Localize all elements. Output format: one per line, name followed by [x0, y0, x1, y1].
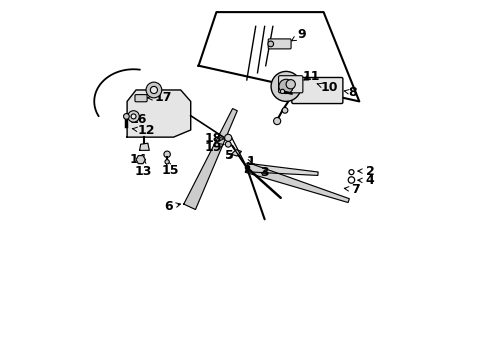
Circle shape — [280, 89, 285, 94]
Polygon shape — [127, 90, 191, 137]
Text: 10: 10 — [317, 81, 338, 94]
Circle shape — [146, 82, 162, 98]
Circle shape — [349, 170, 354, 175]
Text: 14: 14 — [129, 153, 147, 166]
Polygon shape — [136, 156, 146, 164]
Circle shape — [282, 108, 288, 113]
Polygon shape — [140, 143, 149, 150]
Text: 8: 8 — [344, 86, 357, 99]
Circle shape — [225, 141, 231, 147]
Text: 9: 9 — [292, 28, 306, 41]
Text: 13: 13 — [134, 159, 152, 177]
FancyBboxPatch shape — [135, 95, 147, 102]
Polygon shape — [231, 150, 242, 156]
Circle shape — [164, 151, 171, 157]
Text: 16: 16 — [129, 113, 147, 126]
Text: 18: 18 — [204, 132, 224, 145]
Text: 11: 11 — [302, 70, 320, 83]
Circle shape — [128, 111, 139, 122]
Circle shape — [286, 80, 295, 89]
Circle shape — [131, 114, 136, 119]
Text: 1: 1 — [246, 154, 255, 167]
Circle shape — [165, 159, 169, 164]
Circle shape — [279, 79, 293, 94]
Text: 19: 19 — [204, 141, 224, 154]
Text: 17: 17 — [148, 91, 171, 104]
Text: 3: 3 — [260, 166, 269, 179]
Circle shape — [123, 113, 129, 119]
Circle shape — [348, 177, 355, 183]
Text: 5: 5 — [224, 149, 233, 162]
Text: 15: 15 — [161, 160, 179, 177]
Polygon shape — [184, 109, 237, 210]
FancyBboxPatch shape — [292, 77, 343, 104]
Text: 12: 12 — [132, 124, 155, 137]
Text: 2: 2 — [358, 165, 374, 177]
Polygon shape — [245, 163, 349, 203]
FancyBboxPatch shape — [279, 76, 303, 93]
Text: 4: 4 — [358, 174, 374, 187]
Circle shape — [268, 41, 273, 47]
Circle shape — [224, 134, 232, 141]
Circle shape — [273, 117, 281, 125]
Circle shape — [150, 86, 157, 94]
FancyBboxPatch shape — [268, 39, 291, 49]
Text: 7: 7 — [344, 183, 360, 196]
Circle shape — [271, 71, 301, 102]
Polygon shape — [246, 163, 318, 175]
Text: 6: 6 — [164, 200, 180, 213]
